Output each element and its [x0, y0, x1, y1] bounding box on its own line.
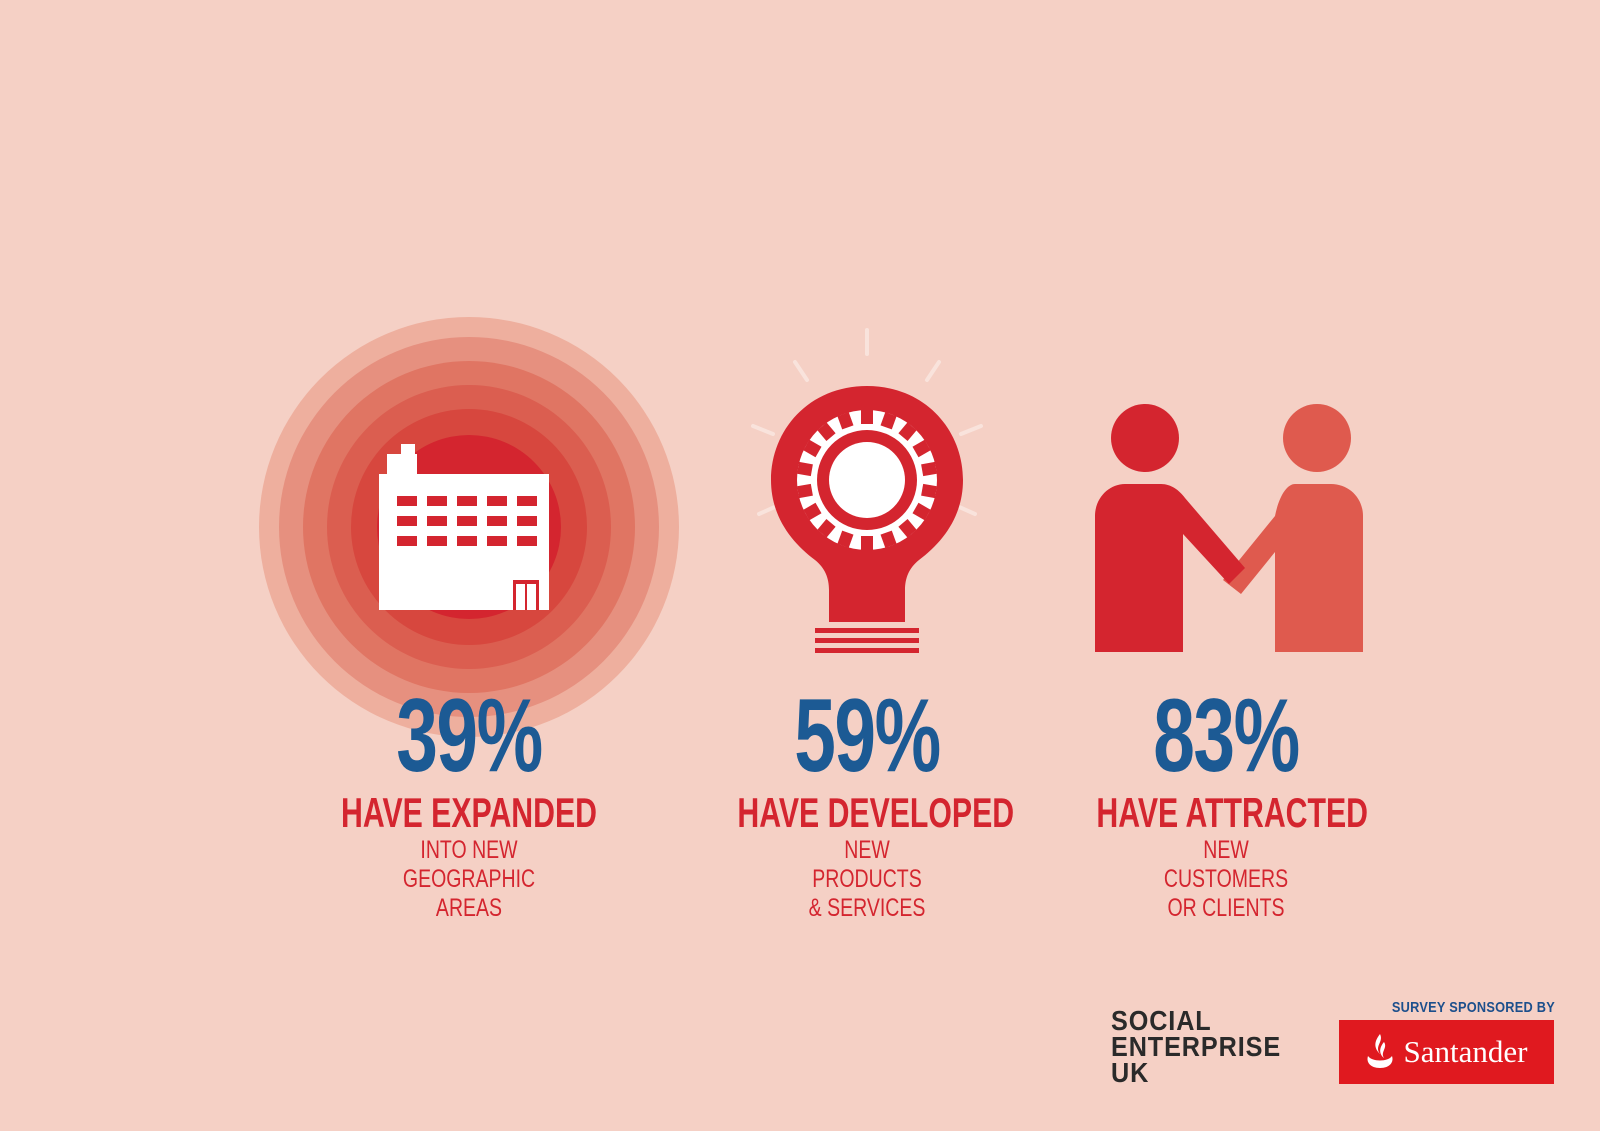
stat-subtext-line: & SERVICES	[808, 894, 926, 922]
stat-subtext: INTO NEW GEOGRAPHIC AREAS	[329, 836, 610, 923]
stat-subtext: NEW CUSTOMERS OR CLIENTS	[1086, 836, 1367, 923]
stat-percent: 83%	[1153, 678, 1300, 794]
stat-subtext-line: GEOGRAPHIC	[402, 865, 536, 893]
logo-line: ENTERPRISE	[1111, 1031, 1282, 1062]
sponsor-label: SURVEY SPONSORED BY	[1391, 999, 1555, 1016]
social-enterprise-uk-logo: SOCIAL ENTERPRISE UK	[1111, 1005, 1282, 1088]
santander-flame-icon	[1367, 1034, 1393, 1068]
sponsor-name: Santander	[1403, 1034, 1528, 1069]
stat-percent: 59%	[794, 678, 941, 794]
logo-line: UK	[1111, 1057, 1150, 1088]
stat-subtext-line: AREAS	[435, 894, 503, 922]
stat-percent: 39%	[396, 678, 543, 794]
factory-building-icon	[259, 317, 679, 737]
stat-subtext-line: INTO NEW	[420, 836, 518, 864]
stat-headline: HAVE ATTRACTED	[1096, 789, 1368, 836]
stat-subtext-line: CUSTOMERS	[1163, 865, 1289, 893]
stat-headline: HAVE DEVELOPED	[737, 789, 1015, 836]
logo-line: SOCIAL	[1111, 1005, 1212, 1036]
stat-subtext-line: NEW	[1203, 836, 1249, 864]
stat-subtext-line: PRODUCTS	[812, 865, 922, 893]
stat-subtext-line: NEW	[844, 836, 890, 864]
stat-headline: HAVE EXPANDED	[341, 789, 597, 836]
lightbulb-gear-icon	[751, 328, 983, 653]
stat-subtext: NEW PRODUCTS & SERVICES	[727, 836, 1008, 923]
stat-subtext-line: OR CLIENTS	[1167, 894, 1285, 922]
santander-logo: Santander	[1339, 1020, 1554, 1084]
handshake-people-icon	[1095, 404, 1363, 652]
